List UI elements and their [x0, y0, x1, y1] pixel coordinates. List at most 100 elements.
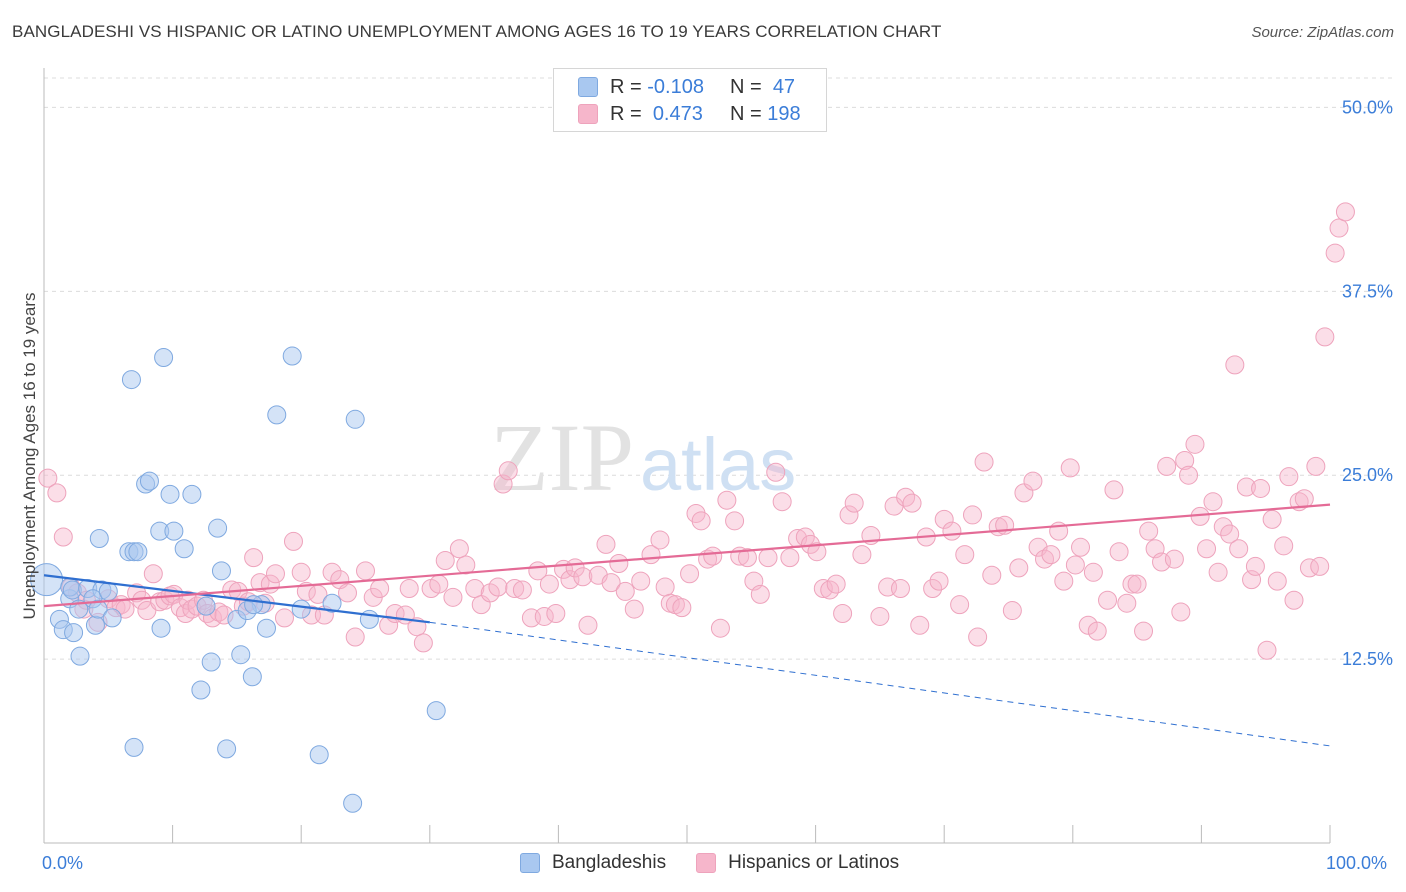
hispanics-point — [934, 509, 954, 529]
hispanics-point — [1023, 471, 1043, 491]
legend-item-bangladeshis: Bangladeshis — [520, 852, 666, 874]
bangladeshis-point — [88, 599, 108, 619]
bangladeshis-point — [70, 646, 90, 666]
hispanics-point — [650, 530, 670, 550]
hispanics-point — [780, 548, 800, 568]
hispanics-point — [1164, 549, 1184, 569]
bangladeshis-point — [256, 618, 276, 638]
hispanics-point — [337, 583, 357, 603]
hispanics-point — [1083, 562, 1103, 582]
hispanics-point — [1009, 558, 1029, 578]
bangladeshis-point — [309, 745, 329, 765]
hispanics-point — [807, 542, 827, 562]
hispanics-point — [1306, 456, 1326, 476]
hispanics-point — [737, 548, 757, 568]
source-label: Source: ZipAtlas.com — [1251, 24, 1394, 41]
y-tick-label: 12.5% — [1342, 649, 1393, 669]
hispanics-point — [38, 468, 58, 488]
legend-r-label: R = — [610, 102, 642, 125]
hispanics-point — [1267, 571, 1287, 591]
legend-swatch-pink — [578, 104, 598, 124]
legend-swatch-pink — [696, 853, 717, 873]
hispanics-point — [833, 604, 853, 623]
hispanics-point — [465, 578, 485, 598]
bangladeshis-point — [267, 405, 287, 425]
hispanics-point — [356, 561, 375, 581]
hispanics-point — [413, 633, 433, 653]
legend-swatch-blue — [520, 853, 540, 873]
hispanics-point — [902, 493, 922, 513]
hispanics-point — [1179, 465, 1199, 485]
bangladeshis-point — [121, 370, 141, 390]
hispanics-point — [1171, 602, 1191, 622]
hispanics-point — [950, 595, 970, 615]
hispanics-point — [53, 527, 73, 547]
hispanics-point — [615, 581, 635, 601]
bangladeshis-point — [196, 596, 216, 616]
correlation-legend: R = -0.108 N = 47 R = 0.473 N = 198 — [553, 68, 827, 132]
hispanics-point — [955, 545, 975, 565]
legend-row-bangladeshis: R = -0.108 N = 47 — [578, 75, 795, 99]
bangladeshis-point — [154, 348, 174, 368]
legend-item-hispanics: Hispanics or Latinos — [696, 852, 899, 874]
hispanics-point — [283, 531, 303, 551]
hispanics-point — [1274, 536, 1294, 556]
bangladeshis-trend-extension — [429, 621, 1331, 747]
hispanics-point — [826, 574, 846, 594]
hispanics-point — [962, 505, 982, 525]
hispanics-point — [1294, 489, 1314, 509]
hispanics-point — [265, 564, 285, 584]
hispanics-point — [244, 548, 264, 568]
legend-r-value: 0.473 — [652, 102, 703, 125]
hispanics-point — [1078, 615, 1098, 635]
hispanics-point — [1329, 218, 1349, 238]
bangladeshis-point — [322, 593, 342, 613]
hispanics-point — [910, 615, 930, 635]
hispanics-point — [680, 564, 700, 584]
hispanics-point — [750, 584, 770, 604]
y-tick-label: 25.0% — [1342, 465, 1393, 485]
hispanics-point — [1060, 458, 1080, 478]
y-tick-label: 37.5% — [1342, 281, 1393, 301]
hispanics-point — [1041, 545, 1061, 565]
hispanics-point — [1310, 556, 1330, 576]
hispanics-point — [578, 615, 598, 635]
hispanics-point — [982, 565, 1002, 585]
hispanics-point — [852, 545, 872, 565]
hispanics-point — [143, 564, 163, 584]
hispanics-point — [291, 562, 311, 582]
bangladeshis-points — [30, 346, 446, 813]
axes — [43, 68, 1331, 844]
bangladeshis-point — [343, 793, 363, 813]
bangladeshis-point — [64, 623, 84, 643]
hispanics-point — [488, 577, 508, 597]
hispanics-point — [631, 571, 651, 591]
hispanics-point — [1262, 509, 1282, 529]
hispanics-point — [1071, 537, 1091, 557]
hispanics-point — [1197, 539, 1217, 559]
bangladeshis-point — [182, 484, 202, 504]
bangladeshis-point — [30, 563, 64, 597]
hispanics-point — [1139, 521, 1159, 541]
hispanics-point — [624, 599, 644, 619]
grid-lines — [44, 77, 1392, 660]
hispanics-point — [1225, 355, 1245, 375]
bangladeshis-point — [208, 518, 228, 538]
bangladeshis-point — [124, 737, 144, 757]
bangladeshis-point — [282, 346, 302, 366]
bangladeshis-point — [164, 521, 184, 541]
hispanics-points — [38, 202, 1355, 660]
hispanics-point — [435, 551, 455, 571]
hispanics-point — [512, 580, 532, 600]
bangladeshis-point — [291, 599, 311, 619]
hispanics-point — [539, 574, 559, 594]
legend-label-bangladeshis: Bangladeshis — [552, 852, 667, 873]
series-legend: Bangladeshis Hispanics or Latinos — [520, 852, 929, 874]
hispanics-point — [839, 505, 859, 525]
hispanics-point — [601, 573, 621, 593]
hispanics-point — [1185, 434, 1205, 454]
hispanics-point — [274, 608, 294, 628]
hispanics-point — [498, 461, 518, 481]
bangladeshis-point — [85, 615, 105, 635]
hispanics-point — [1279, 467, 1299, 487]
